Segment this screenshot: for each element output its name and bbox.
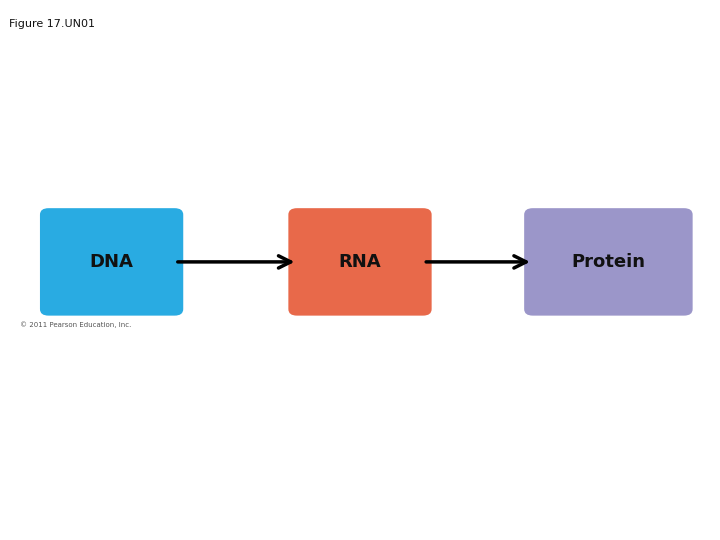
FancyBboxPatch shape [524, 208, 693, 315]
Text: DNA: DNA [90, 253, 133, 271]
Text: © 2011 Pearson Education, Inc.: © 2011 Pearson Education, Inc. [20, 321, 132, 328]
Text: Protein: Protein [572, 253, 645, 271]
Text: RNA: RNA [338, 253, 382, 271]
Text: Figure 17.UN01: Figure 17.UN01 [9, 19, 94, 29]
FancyBboxPatch shape [288, 208, 431, 315]
FancyBboxPatch shape [40, 208, 183, 315]
